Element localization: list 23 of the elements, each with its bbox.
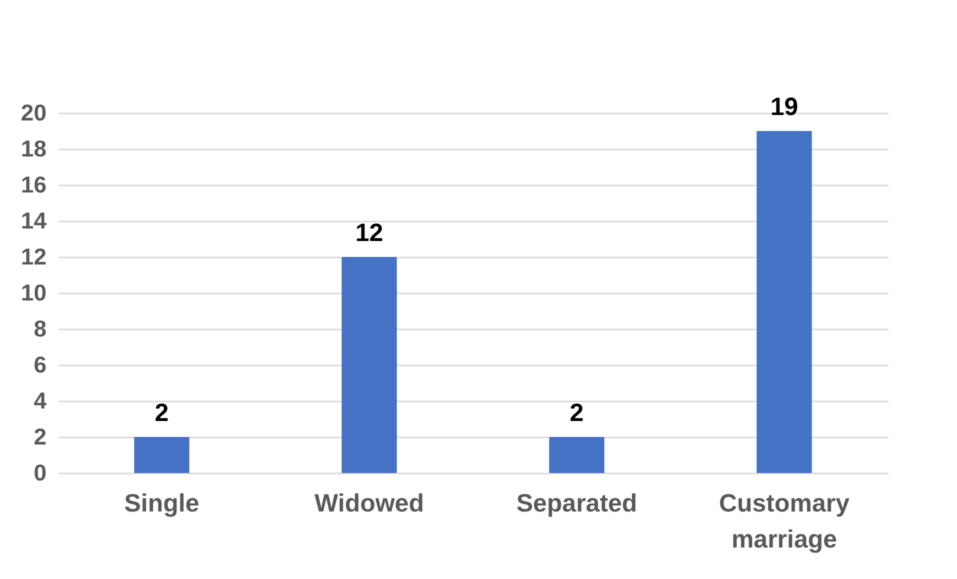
data-label: 2 xyxy=(154,399,169,427)
y-tick-label: 16 xyxy=(20,172,46,198)
y-tick-label: 20 xyxy=(20,100,46,126)
y-tick-label: 8 xyxy=(34,316,47,342)
data-label: 19 xyxy=(770,93,798,121)
y-tick-label: 0 xyxy=(34,460,46,486)
bar xyxy=(342,257,397,473)
bar xyxy=(549,437,604,473)
data-label: 12 xyxy=(355,219,384,247)
y-tick-label: 2 xyxy=(34,424,46,450)
y-tick-label: 14 xyxy=(20,208,47,234)
x-tick-label: Widowed xyxy=(314,490,424,518)
bar xyxy=(756,131,812,473)
x-tick-label: Separated xyxy=(516,490,638,518)
y-tick-label: 12 xyxy=(20,244,46,270)
y-tick-label: 10 xyxy=(20,280,46,306)
data-label: 2 xyxy=(570,399,584,427)
y-tick-label: 4 xyxy=(34,388,47,414)
x-tick-label: Customary marriage xyxy=(718,490,850,554)
x-tick-label: Single xyxy=(124,490,200,518)
y-tick-label: 18 xyxy=(20,136,47,162)
y-tick-label: 6 xyxy=(34,352,46,378)
bar xyxy=(134,437,190,473)
